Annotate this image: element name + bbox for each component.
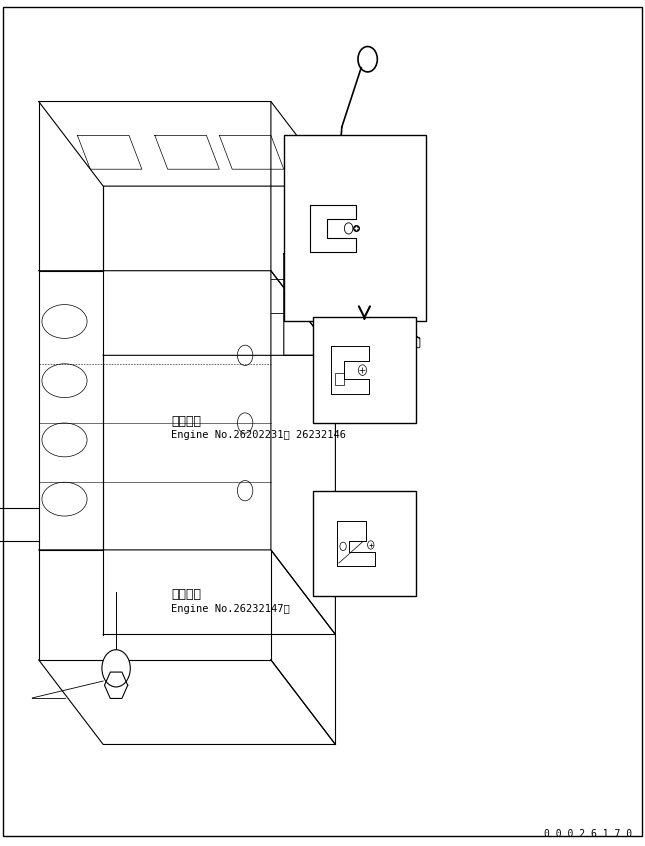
FancyBboxPatch shape [406, 338, 420, 348]
FancyBboxPatch shape [406, 278, 420, 288]
Text: Engine No.26232147～: Engine No.26232147～ [171, 604, 290, 613]
Bar [335, 373, 344, 385]
Text: Engine No.26202231～ 26232146: Engine No.26202231～ 26232146 [171, 431, 346, 440]
Text: 0 0 0 2 6 1 7 0: 0 0 0 2 6 1 7 0 [544, 829, 632, 839]
Bar [313, 491, 416, 596]
Polygon shape [104, 672, 128, 699]
Text: 適用号機: 適用号機 [171, 588, 201, 602]
Text: 適用号機: 適用号機 [171, 415, 201, 428]
Bar [284, 135, 426, 321]
Bar [313, 317, 416, 423]
Circle shape [102, 650, 130, 687]
Circle shape [368, 541, 374, 549]
